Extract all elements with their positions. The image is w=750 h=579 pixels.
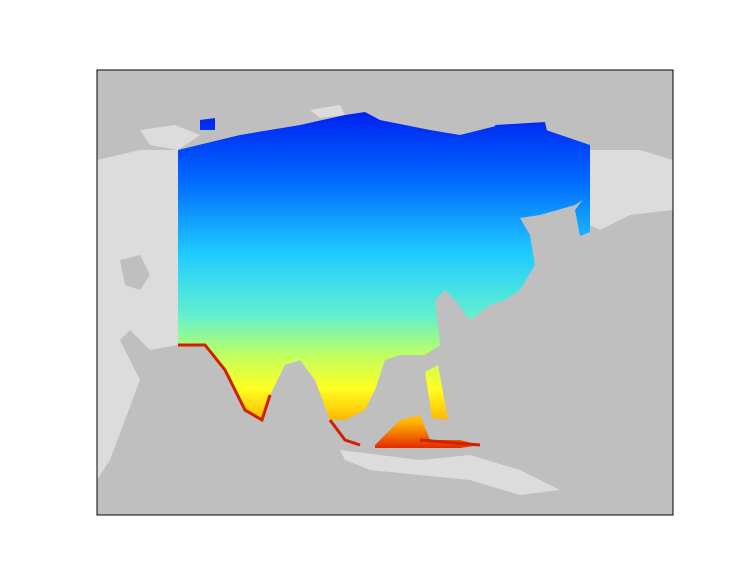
islands (340, 450, 560, 495)
coast (328, 419, 361, 447)
philippines-field (425, 365, 448, 420)
map-area (97, 70, 673, 515)
island (310, 105, 345, 118)
alaska (590, 150, 673, 230)
island (140, 125, 200, 150)
coast-hot (178, 343, 481, 447)
island-field (495, 122, 548, 137)
kamchatka-field (575, 190, 590, 236)
coast (178, 343, 272, 423)
land (97, 105, 673, 495)
frame (96, 69, 674, 516)
sunda-field (375, 415, 480, 448)
coast (419, 438, 481, 447)
europe (97, 150, 178, 480)
island-field (200, 118, 215, 130)
inland-water (120, 255, 150, 290)
caspian (120, 255, 150, 290)
asia-field (178, 112, 590, 420)
temperature-field (178, 112, 590, 448)
